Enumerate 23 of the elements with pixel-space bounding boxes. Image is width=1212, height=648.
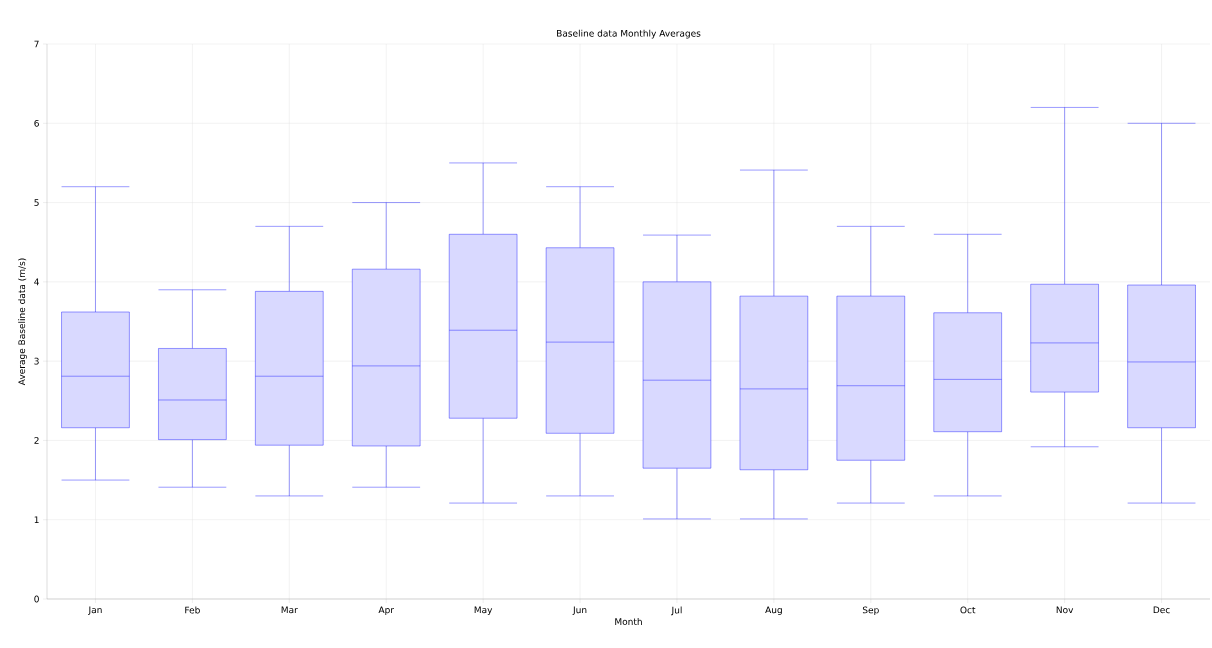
x-tick-label: Apr: [378, 606, 394, 615]
y-tick-label: 0: [34, 595, 39, 603]
x-tick-label: Jun: [572, 606, 587, 615]
chart-title: Baseline data Monthly Averages: [557, 29, 701, 39]
y-tick-label: 2: [34, 437, 39, 444]
y-tick-label: 1: [34, 516, 39, 523]
x-tick-label: Mar: [281, 606, 298, 614]
x-tick-label: Jul: [671, 606, 682, 616]
y-tick-label: 6: [34, 119, 39, 127]
y-tick-label: 4: [34, 278, 39, 286]
x-tick-label: Feb: [185, 606, 200, 614]
x-tick-label: Dec: [1153, 606, 1170, 614]
x-tick-label: May: [474, 606, 493, 615]
y-tick-label: 7: [34, 40, 39, 48]
y-axis-title: Average Baseline data (m/s): [18, 258, 27, 386]
x-tick-label: Oct: [960, 606, 976, 614]
x-tick-label: Sep: [862, 606, 879, 616]
x-tick-label: Aug: [765, 606, 782, 615]
y-tick-label: 3: [34, 357, 39, 365]
x-tick-label: Jan: [88, 606, 102, 615]
x-axis-title: Month: [615, 618, 642, 625]
x-tick-label: Nov: [1056, 606, 1074, 614]
y-tick-label: 5: [34, 199, 39, 206]
